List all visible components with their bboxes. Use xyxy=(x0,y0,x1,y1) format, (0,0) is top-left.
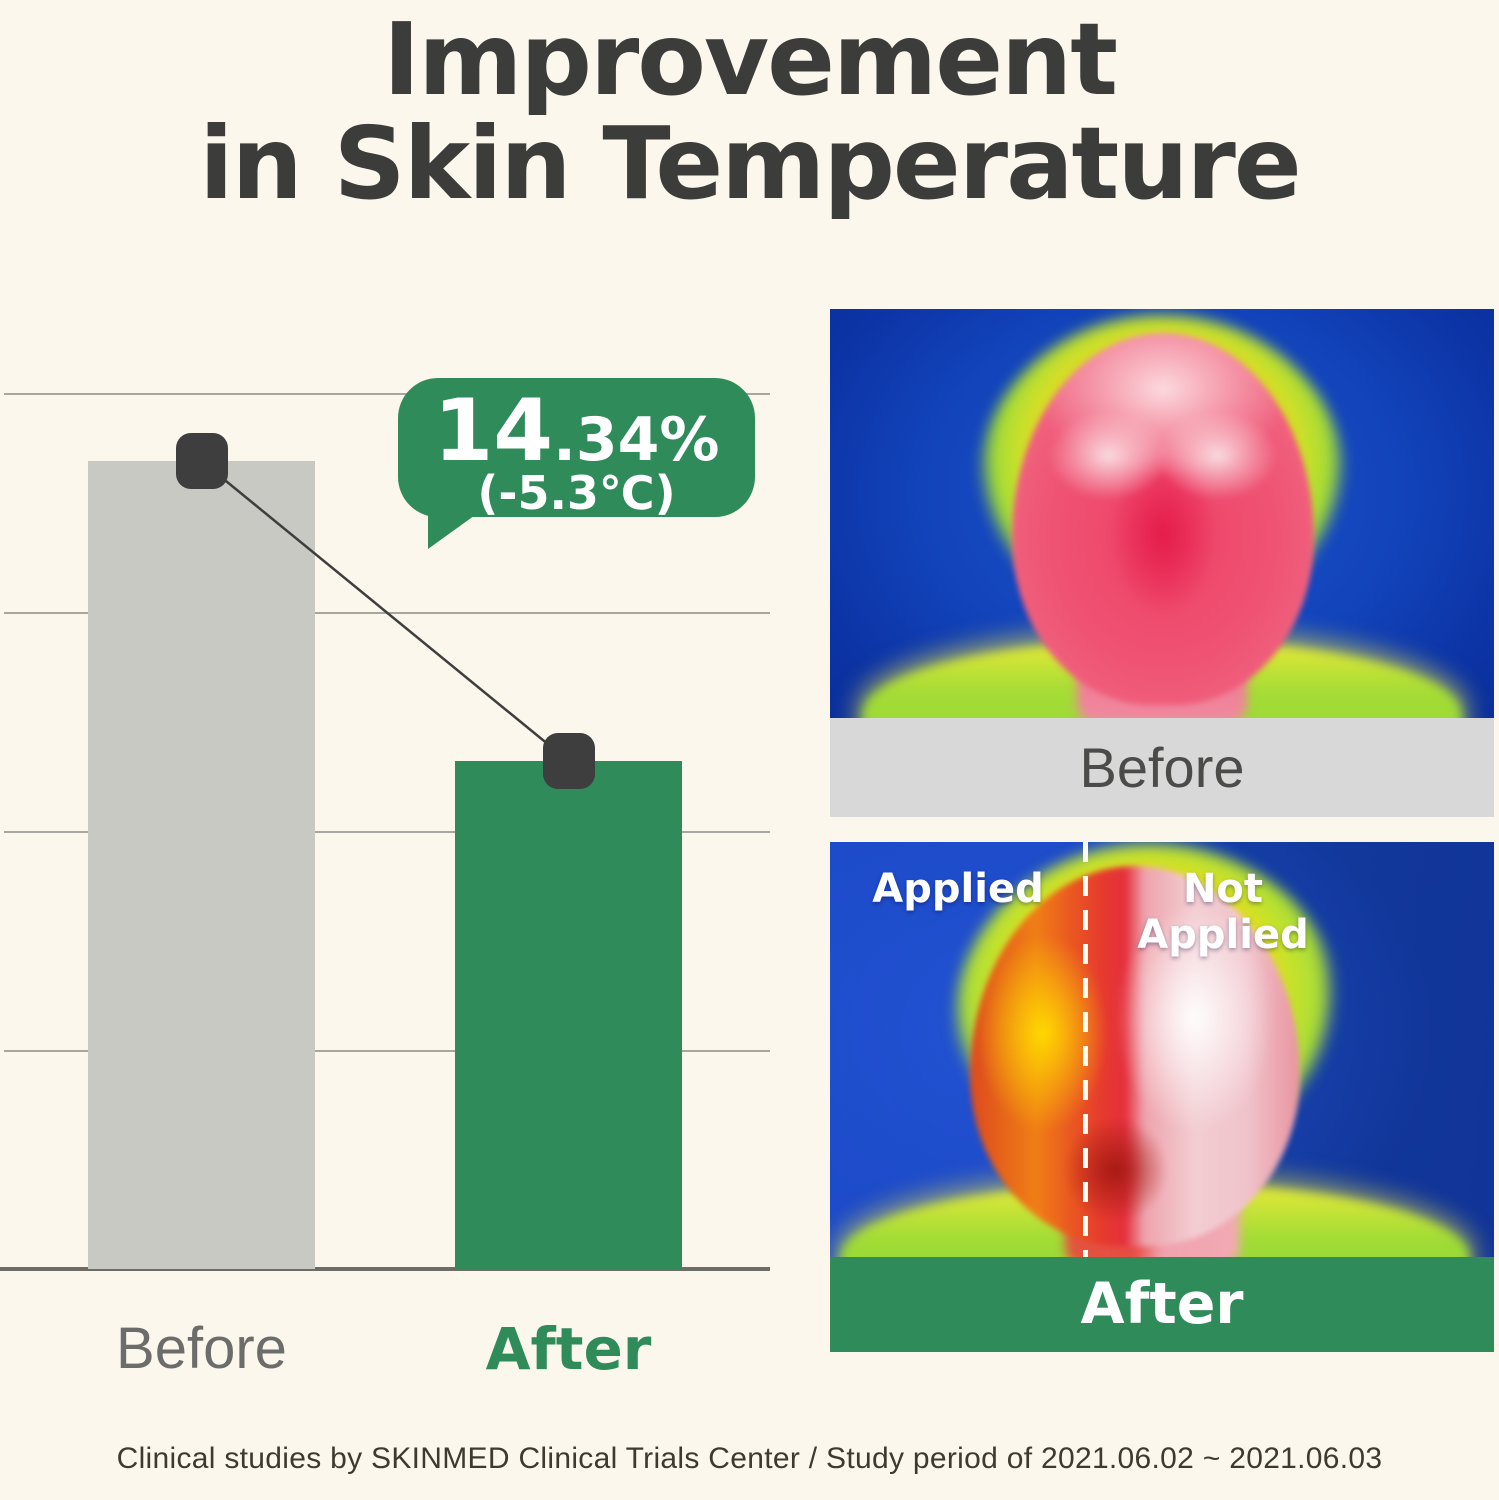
bubble-percent-small: .34% xyxy=(553,405,720,475)
percent-bubble: 14.34% (-5.3℃) xyxy=(398,378,755,549)
connector-line-layer xyxy=(200,460,570,762)
marker-before xyxy=(175,433,228,489)
applied-divider-dashed-line xyxy=(1083,842,1088,1257)
bubble-delta-text: (-5.3℃) xyxy=(477,466,676,520)
x-axis-line xyxy=(0,1267,770,1271)
x-label-after: After xyxy=(485,1315,652,1383)
marker-after xyxy=(542,733,595,789)
page-title: Improvement in Skin Temperature xyxy=(0,8,1499,216)
thermal-image-before xyxy=(830,309,1494,718)
caption-before: Before xyxy=(830,718,1494,817)
applied-label: Applied xyxy=(872,866,1044,912)
thermal-image-after: Applied Not Applied xyxy=(830,842,1494,1257)
not-applied-label: Not Applied xyxy=(1137,866,1309,958)
x-label-before: Before xyxy=(116,1316,287,1381)
thermal-before-face xyxy=(1012,333,1314,705)
gridline xyxy=(4,393,770,395)
bubble-percent-large: 14 xyxy=(433,381,554,481)
title-line-1: Improvement xyxy=(382,1,1118,118)
thermal-after-face xyxy=(970,866,1300,1246)
connector-line xyxy=(200,460,570,762)
bar-after xyxy=(455,761,682,1269)
gridline xyxy=(4,831,770,833)
caption-after: After xyxy=(830,1257,1494,1352)
bar-chart: 14.34% (-5.3℃) Before After xyxy=(0,370,800,1400)
bar-before xyxy=(88,461,315,1269)
bubble-percent-text: 14.34% xyxy=(398,378,755,474)
gridline xyxy=(4,1050,770,1052)
footer-note: Clinical studies by SKINMED Clinical Tri… xyxy=(116,1442,1383,1475)
title-line-2: in Skin Temperature xyxy=(199,105,1301,222)
